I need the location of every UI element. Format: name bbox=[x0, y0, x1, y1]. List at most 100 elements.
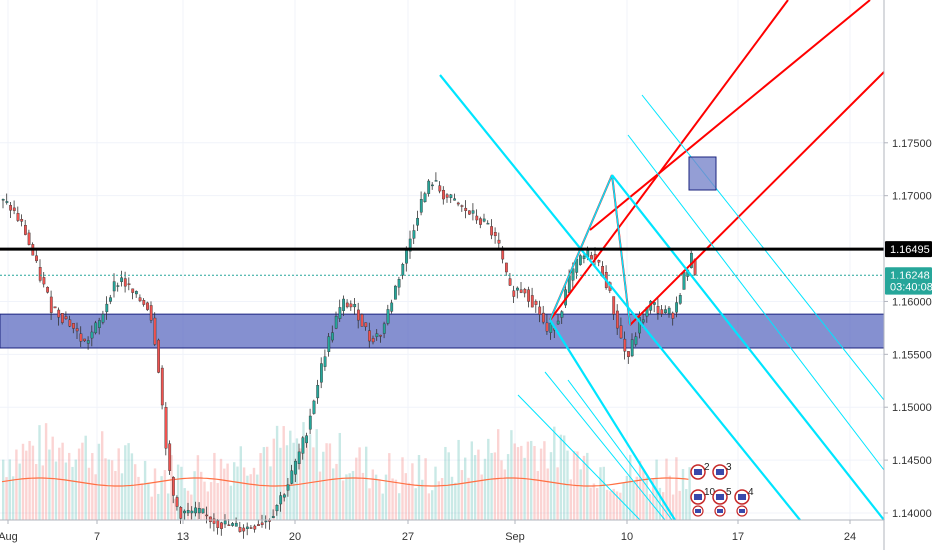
fan-line-cyan-main bbox=[549, 319, 676, 521]
candle-body bbox=[175, 497, 179, 507]
volume-bar bbox=[549, 452, 553, 520]
support-zone[interactable] bbox=[0, 313, 885, 349]
time-tick-label: 10 bbox=[621, 531, 633, 543]
volume-bar bbox=[470, 441, 473, 520]
candle-body bbox=[545, 322, 549, 332]
candle-body bbox=[149, 305, 153, 321]
volume-bar bbox=[553, 426, 556, 520]
candle-body bbox=[305, 435, 308, 444]
candle-body bbox=[490, 226, 493, 236]
price-tag-label: 1.16495 bbox=[890, 244, 930, 256]
candle-body bbox=[394, 285, 397, 300]
candle-body bbox=[582, 255, 586, 259]
fan-line-cyan-main bbox=[439, 74, 801, 521]
time-tick-label: 24 bbox=[844, 531, 856, 543]
candle-body bbox=[112, 281, 116, 292]
volume-bar bbox=[285, 445, 289, 520]
candle-body bbox=[179, 506, 183, 519]
candle-body bbox=[249, 527, 253, 529]
fan-line-cyan bbox=[544, 371, 666, 521]
volume-bar bbox=[213, 452, 216, 520]
event-marker[interactable]: 10 bbox=[690, 487, 716, 517]
flag-icon-inner bbox=[738, 494, 746, 500]
volume-bar bbox=[467, 477, 470, 520]
candle-body bbox=[142, 300, 146, 305]
volume-bar bbox=[404, 473, 407, 520]
time-axis[interactable]: Aug 7 13 20 27 Sep 10 17 24 bbox=[0, 519, 884, 543]
candle-body bbox=[312, 400, 316, 414]
volume-bar bbox=[450, 476, 454, 520]
event-marker[interactable]: 2 bbox=[690, 462, 710, 480]
candle-body bbox=[286, 484, 290, 491]
price-tick-label: 1.17500 bbox=[892, 138, 932, 150]
candle-body bbox=[401, 264, 405, 276]
candle-body bbox=[271, 516, 275, 518]
volume-bar bbox=[35, 464, 38, 520]
price-axis[interactable]: 1.17500 1.17000 1.16000 1.15500 1.15000 1.145… bbox=[883, 0, 932, 550]
volume-bar bbox=[642, 469, 645, 520]
volume-bar bbox=[437, 481, 440, 520]
candle-body bbox=[431, 184, 434, 187]
volume-bar bbox=[434, 466, 437, 520]
volume-bar bbox=[216, 483, 219, 520]
candle-body bbox=[68, 319, 72, 327]
price-tick-label: 1.14000 bbox=[892, 508, 932, 520]
event-marker[interactable]: 5 bbox=[712, 487, 732, 517]
volume-bar bbox=[559, 434, 563, 520]
candle-body bbox=[79, 333, 83, 342]
volume-bar bbox=[196, 455, 200, 520]
candle-body bbox=[616, 310, 619, 329]
volume-bar bbox=[384, 474, 388, 520]
event-marker[interactable]: 4 bbox=[734, 487, 754, 517]
economic-events[interactable]: 2 3 10 5 4 bbox=[690, 462, 754, 517]
volume-bar bbox=[256, 474, 259, 520]
candle-body bbox=[35, 255, 38, 262]
candle-body bbox=[160, 367, 164, 406]
volume-bar bbox=[530, 440, 533, 520]
volume-bar bbox=[533, 446, 536, 520]
volume-bar bbox=[520, 445, 523, 520]
volume-bar bbox=[167, 493, 170, 520]
candle-body bbox=[486, 222, 490, 225]
candle-body bbox=[260, 522, 264, 525]
volume-bar bbox=[510, 430, 513, 520]
candle-body bbox=[412, 230, 416, 239]
volume-bar bbox=[170, 455, 173, 520]
volume-bar bbox=[272, 438, 275, 520]
candle-body bbox=[242, 527, 246, 532]
volume-bar bbox=[447, 452, 450, 520]
volume-bar bbox=[15, 449, 18, 520]
price-tag: 03:40:08 bbox=[885, 278, 932, 295]
volume-bar bbox=[266, 446, 269, 520]
candle-body bbox=[660, 309, 664, 315]
target-box[interactable] bbox=[688, 156, 717, 191]
candle-body bbox=[423, 193, 427, 203]
volume-bar bbox=[120, 473, 124, 520]
candle-body bbox=[168, 443, 172, 471]
candle-body bbox=[530, 295, 534, 308]
candle-body bbox=[382, 323, 386, 334]
volume-bar bbox=[173, 498, 176, 520]
candle-body bbox=[445, 194, 449, 198]
volume-bar bbox=[68, 452, 71, 520]
candle-body bbox=[690, 252, 693, 268]
candle-body bbox=[419, 199, 423, 213]
volume-bar bbox=[147, 482, 150, 520]
pitchfork-drawings[interactable] bbox=[439, 0, 885, 521]
volume-bar bbox=[41, 465, 44, 520]
event-marker[interactable]: 3 bbox=[712, 462, 732, 480]
candle-body bbox=[556, 320, 560, 325]
candle-body bbox=[416, 217, 419, 226]
candle-body bbox=[623, 338, 627, 352]
volume-bar bbox=[153, 468, 157, 520]
candle-body bbox=[64, 316, 68, 320]
volume-bar bbox=[252, 467, 256, 520]
candle-body bbox=[264, 520, 268, 523]
volume-bar bbox=[305, 438, 308, 520]
candle-body bbox=[208, 516, 212, 522]
candlesticks bbox=[1, 172, 697, 539]
volume-bar bbox=[398, 493, 401, 520]
price-tick-label: 1.15000 bbox=[892, 402, 932, 414]
flag-icon-inner bbox=[694, 469, 702, 475]
